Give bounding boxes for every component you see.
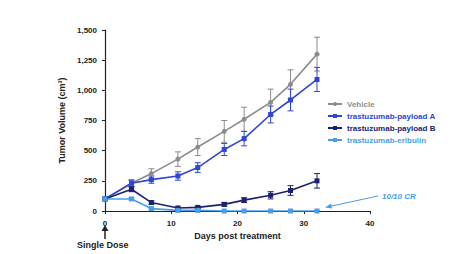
svg-text:1,250: 1,250 (77, 56, 98, 65)
svg-text:10: 10 (167, 219, 176, 228)
svg-text:Vehicle: Vehicle (347, 100, 375, 109)
svg-text:Single Dose: Single Dose (77, 240, 129, 250)
svg-text:1,000: 1,000 (77, 86, 98, 95)
svg-text:40: 40 (366, 219, 375, 228)
svg-text:Days post treatment: Days post treatment (194, 231, 281, 241)
svg-text:20: 20 (233, 219, 242, 228)
svg-text:trastuzumab-payload A: trastuzumab-payload A (347, 112, 435, 121)
svg-text:750: 750 (84, 116, 98, 125)
svg-text:30: 30 (299, 219, 308, 228)
svg-text:0: 0 (103, 219, 108, 228)
svg-text:250: 250 (84, 176, 98, 185)
svg-text:10/10 CR: 10/10 CR (382, 192, 416, 201)
svg-text:trastuzumab-payload B: trastuzumab-payload B (347, 124, 436, 133)
svg-text:trastuzumab-eribulin: trastuzumab-eribulin (347, 136, 426, 145)
svg-text:1,500: 1,500 (77, 26, 98, 35)
svg-text:Tumor Volume (cm³): Tumor Volume (cm³) (57, 77, 67, 163)
svg-text:500: 500 (84, 146, 98, 155)
svg-text:0: 0 (93, 207, 98, 216)
